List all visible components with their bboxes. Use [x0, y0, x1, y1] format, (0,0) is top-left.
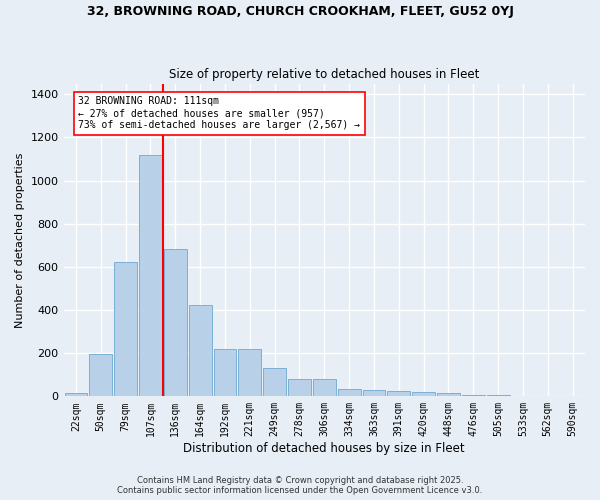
Bar — [313, 379, 335, 396]
Bar — [388, 391, 410, 396]
Bar — [65, 393, 88, 396]
Text: Contains HM Land Registry data © Crown copyright and database right 2025.
Contai: Contains HM Land Registry data © Crown c… — [118, 476, 482, 495]
Title: Size of property relative to detached houses in Fleet: Size of property relative to detached ho… — [169, 68, 479, 81]
Bar — [188, 304, 212, 396]
Bar — [338, 389, 361, 396]
Bar — [412, 392, 435, 396]
Bar — [238, 349, 261, 397]
Y-axis label: Number of detached properties: Number of detached properties — [15, 152, 25, 328]
Text: 32, BROWNING ROAD, CHURCH CROOKHAM, FLEET, GU52 0YJ: 32, BROWNING ROAD, CHURCH CROOKHAM, FLEE… — [86, 5, 514, 18]
Bar — [437, 393, 460, 396]
Bar — [462, 394, 485, 396]
Bar — [263, 368, 286, 396]
X-axis label: Distribution of detached houses by size in Fleet: Distribution of detached houses by size … — [184, 442, 465, 455]
Bar — [139, 154, 162, 396]
Bar — [214, 349, 236, 397]
Bar — [362, 390, 385, 396]
Bar — [89, 354, 112, 397]
Text: 32 BROWNING ROAD: 111sqm
← 27% of detached houses are smaller (957)
73% of semi-: 32 BROWNING ROAD: 111sqm ← 27% of detach… — [79, 96, 361, 130]
Bar — [164, 248, 187, 396]
Bar — [114, 262, 137, 396]
Bar — [288, 379, 311, 396]
